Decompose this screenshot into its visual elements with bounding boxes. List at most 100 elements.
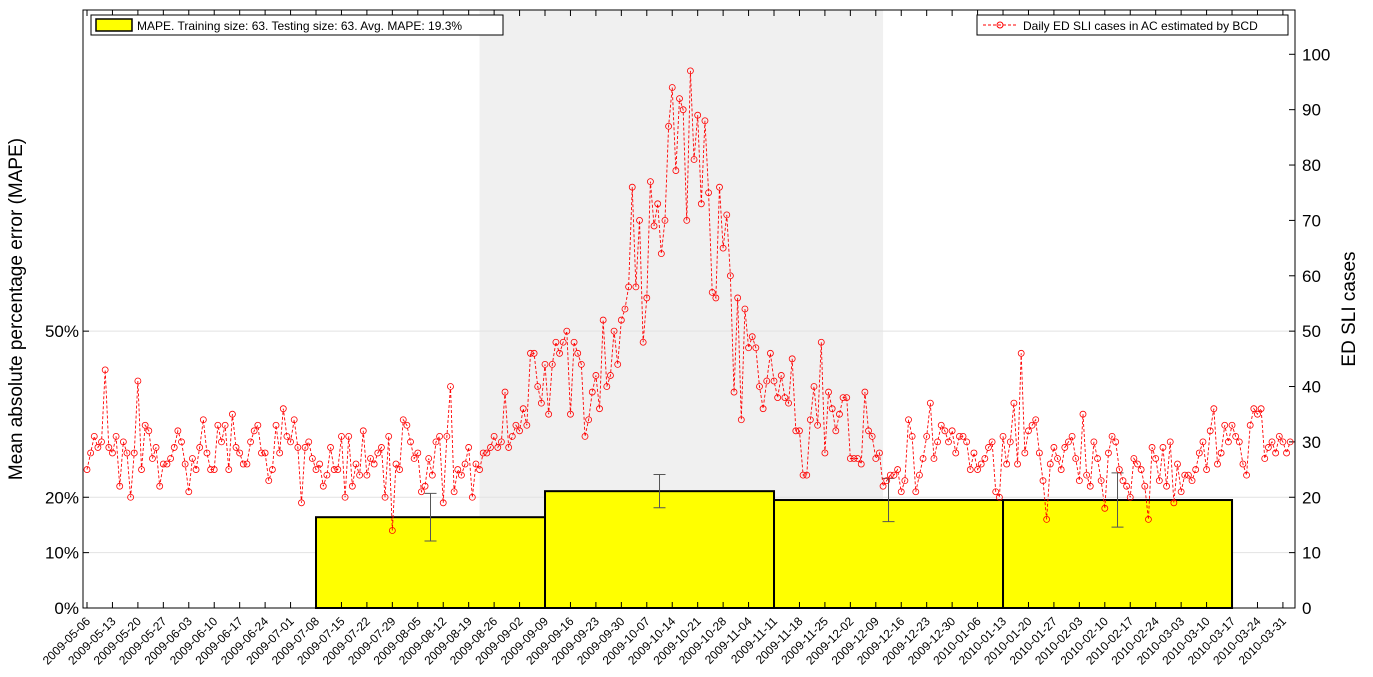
series-point xyxy=(1257,405,1265,413)
series-point xyxy=(1275,432,1283,440)
series-point xyxy=(265,477,273,485)
series-point xyxy=(268,466,276,473)
series-point xyxy=(552,338,560,346)
series-point xyxy=(247,438,254,446)
series-point xyxy=(759,405,767,413)
series-point xyxy=(308,455,316,462)
series-point xyxy=(214,421,222,429)
y2-tick-label: 70 xyxy=(1302,211,1321,230)
series-point xyxy=(541,360,549,368)
series-point xyxy=(959,432,967,440)
series-point xyxy=(716,183,723,191)
series-point xyxy=(992,488,1000,496)
series-point xyxy=(512,421,520,429)
series-point xyxy=(156,482,164,490)
series-point xyxy=(894,466,902,473)
series-point xyxy=(501,388,509,396)
series-point xyxy=(861,388,869,396)
series-point xyxy=(726,272,734,280)
series-point xyxy=(981,455,989,462)
series-point xyxy=(814,421,822,429)
series-point xyxy=(388,527,396,534)
series-point xyxy=(832,427,840,435)
series-point xyxy=(995,493,1003,501)
series-point xyxy=(338,432,345,440)
series-point xyxy=(1181,471,1189,479)
series-point xyxy=(210,466,218,473)
series-point xyxy=(1246,421,1254,429)
series-point xyxy=(937,421,945,429)
series-point xyxy=(865,427,872,435)
series-point xyxy=(756,383,763,390)
series-point xyxy=(239,460,247,468)
series-point xyxy=(952,449,960,457)
y-tick-label: 20% xyxy=(45,488,79,507)
series-point xyxy=(694,111,702,119)
series-point xyxy=(1163,482,1170,490)
series-point xyxy=(1003,460,1011,468)
series-point xyxy=(708,288,716,296)
series-point xyxy=(657,250,665,258)
series-point xyxy=(367,455,374,462)
series-point xyxy=(792,427,800,435)
series-point xyxy=(178,438,185,446)
series-point xyxy=(530,349,538,357)
series-point xyxy=(1090,438,1098,446)
series-line xyxy=(86,70,1291,531)
series-point xyxy=(577,360,585,368)
series-point xyxy=(734,294,742,302)
series-point xyxy=(956,432,963,440)
series-point xyxy=(803,471,811,479)
y2-tick-label: 10 xyxy=(1302,544,1321,563)
series-point xyxy=(276,449,284,457)
series-point xyxy=(690,156,698,163)
series-point xyxy=(225,466,233,473)
series-point xyxy=(1221,421,1229,429)
series-point xyxy=(879,482,887,490)
series-point xyxy=(228,410,236,418)
series-point xyxy=(752,344,760,352)
series-point xyxy=(109,449,116,457)
series-point xyxy=(479,449,487,457)
series-point xyxy=(167,455,175,462)
series-point xyxy=(1264,444,1272,451)
series-point xyxy=(1286,438,1294,446)
error-bar xyxy=(1111,472,1124,528)
series-point xyxy=(359,427,367,435)
series-point xyxy=(294,444,302,451)
series-point xyxy=(1101,504,1109,512)
series-point xyxy=(603,383,611,390)
series-point xyxy=(548,360,556,368)
series-point xyxy=(396,466,404,473)
series-point xyxy=(916,471,923,479)
series-point xyxy=(323,471,331,479)
series-point xyxy=(94,444,102,451)
series-point xyxy=(650,222,658,230)
series-point xyxy=(788,355,796,363)
series-point xyxy=(774,394,782,401)
series-point xyxy=(83,466,91,473)
series-point xyxy=(1170,499,1178,507)
series-point xyxy=(817,338,825,346)
series-point xyxy=(741,305,749,313)
series-point xyxy=(1119,477,1127,485)
series-point xyxy=(1145,516,1152,523)
series-point xyxy=(846,455,854,462)
series-point xyxy=(581,432,589,440)
series-point xyxy=(628,183,636,191)
series-point xyxy=(1021,449,1029,457)
series-point xyxy=(1250,405,1258,413)
series-point xyxy=(705,189,712,197)
series-point xyxy=(494,444,502,451)
series-point xyxy=(1014,460,1021,468)
legend-marker xyxy=(996,21,1004,29)
series-point xyxy=(930,455,938,462)
series-point xyxy=(537,399,545,407)
y2-tick-label: 50 xyxy=(1302,322,1321,341)
series-point xyxy=(988,438,996,446)
series-point xyxy=(447,383,454,390)
series-point xyxy=(1243,471,1250,479)
series-point xyxy=(545,410,553,418)
y2-tick-label: 80 xyxy=(1302,156,1321,175)
series-point xyxy=(1046,460,1054,468)
